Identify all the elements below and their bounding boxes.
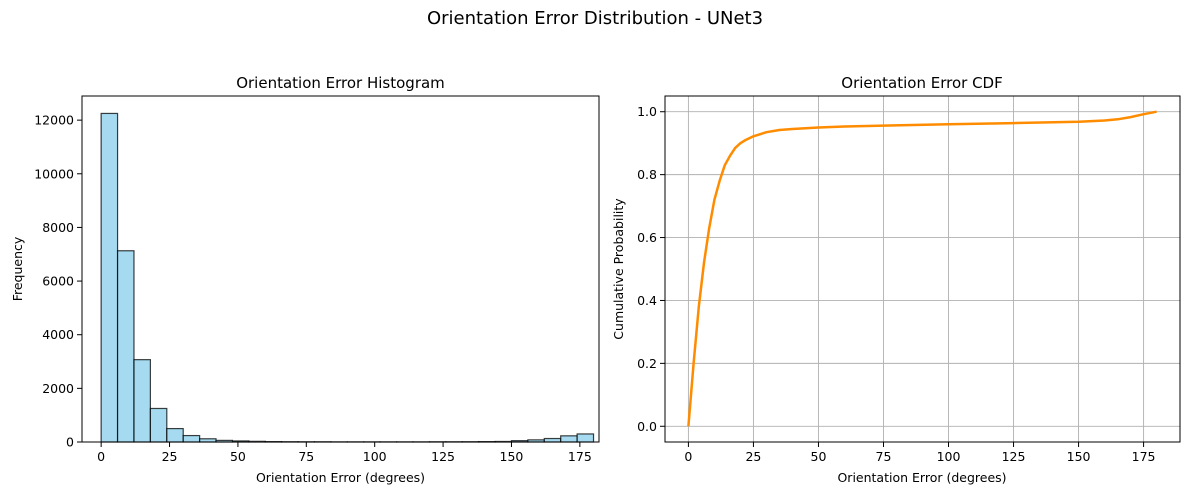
histogram-bars — [100, 112, 595, 443]
cdf-ticks: 0 25 50 75 100 125 150 175 0.0 0.2 0.4 0.6 0.8 1.0 — [637, 104, 1155, 464]
histogram-x-tick-label: 175 — [568, 449, 592, 464]
histogram-x-tick-label: 100 — [363, 449, 387, 464]
cdf-frame — [664, 95, 1181, 443]
histogram-bar — [576, 433, 595, 443]
cdf-chart: Orientation Error CDF 0 25 50 75 100 125 150 17… — [611, 74, 1181, 485]
histogram-bar — [166, 427, 184, 443]
histogram-bar — [133, 359, 151, 443]
histogram-frame — [81, 95, 600, 443]
histogram-chart: Orientation Error Histogram 0 25 50 75 100 12… — [10, 74, 600, 485]
histogram-title: Orientation Error Histogram — [236, 74, 445, 92]
histogram-bar — [116, 250, 135, 443]
histogram-y-tick-label: 0 — [66, 435, 74, 450]
cdf-x-tick-label: 175 — [1132, 449, 1156, 464]
histogram-y-tick-label: 10000 — [34, 166, 74, 181]
cdf-grid — [665, 96, 1180, 442]
histogram-y-tick-label: 4000 — [42, 327, 74, 342]
histogram-x-tick-label: 0 — [97, 449, 105, 464]
histogram-y-tick-label: 8000 — [42, 220, 74, 235]
histogram-bar — [100, 112, 119, 443]
cdf-x-tick-label: 150 — [1067, 449, 1091, 464]
cdf-line — [687, 110, 1157, 427]
cdf-y-tick-label: 1.0 — [637, 104, 657, 119]
histogram-bar — [182, 434, 201, 443]
cdf-y-label: Cumulative Probability — [611, 198, 626, 340]
histogram-y-tick-label: 12000 — [34, 113, 74, 128]
histogram-x-tick-label: 150 — [500, 449, 524, 464]
histogram-ticks: 0 25 50 75 100 125 150 175 0 2000 4000 6000 8000 1000… — [34, 113, 592, 464]
cdf-y-tick-label: 0.6 — [637, 230, 657, 245]
histogram-x-tick-label: 75 — [298, 449, 314, 464]
histogram-x-tick-label: 50 — [230, 449, 246, 464]
cdf-x-tick-label: 75 — [876, 449, 892, 464]
cdf-x-tick-label: 125 — [1002, 449, 1026, 464]
histogram-x-label: Orientation Error (degrees) — [256, 470, 425, 485]
figure-title: Orientation Error Distribution - UNet3 — [427, 8, 763, 29]
cdf-y-tick-label: 0.0 — [637, 419, 657, 434]
histogram-x-tick-label: 25 — [162, 449, 178, 464]
cdf-title: Orientation Error CDF — [841, 74, 1002, 92]
cdf-x-tick-label: 25 — [745, 449, 761, 464]
histogram-y-label: Frequency — [10, 236, 25, 301]
cdf-y-tick-label: 0.4 — [637, 293, 657, 308]
histogram-bar — [560, 435, 578, 443]
cdf-x-tick-label: 100 — [937, 449, 961, 464]
cdf-y-tick-label: 0.2 — [637, 356, 657, 371]
histogram-x-tick-label: 125 — [431, 449, 455, 464]
histogram-bar — [149, 407, 168, 443]
cdf-y-tick-label: 0.8 — [637, 167, 657, 182]
histogram-y-tick-label: 6000 — [42, 274, 74, 289]
histogram-bar — [543, 437, 562, 443]
cdf-x-tick-label: 0 — [684, 449, 692, 464]
cdf-x-label: Orientation Error (degrees) — [837, 470, 1006, 485]
cdf-x-tick-label: 50 — [811, 449, 827, 464]
histogram-y-tick-label: 2000 — [42, 381, 74, 396]
